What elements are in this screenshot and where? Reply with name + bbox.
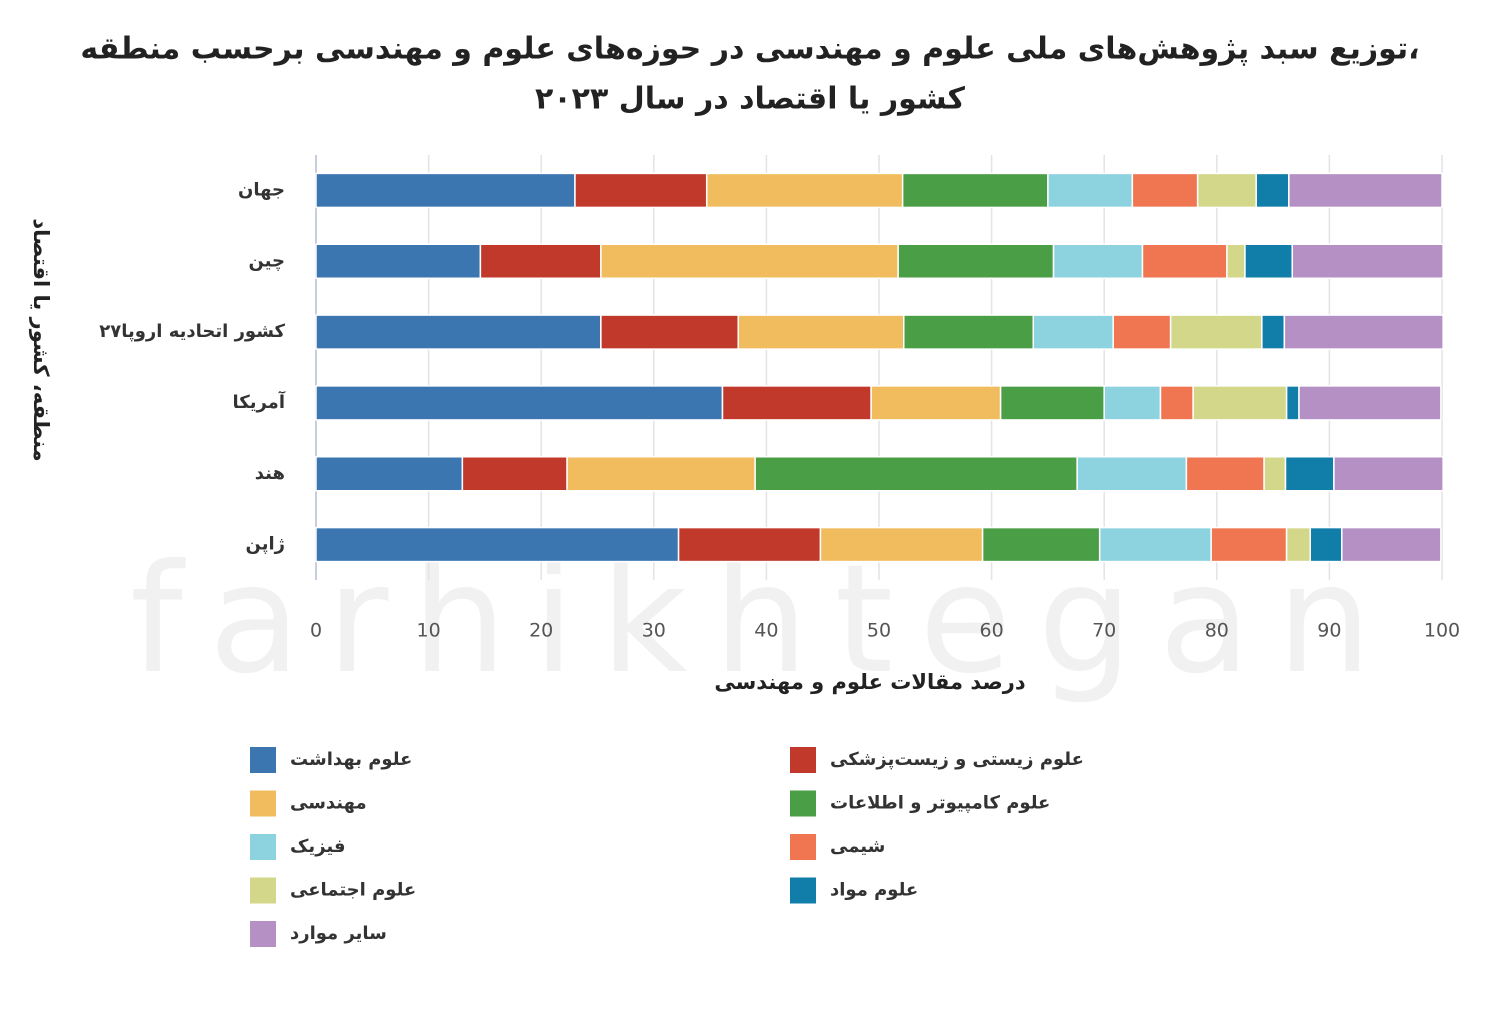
bar-segment: [1131, 172, 1199, 209]
bar-segment: [1052, 243, 1144, 279]
bar-segment: [1112, 314, 1172, 350]
bar-segment: [1285, 526, 1312, 563]
bar-segment: [1210, 526, 1288, 563]
legend-label: علوم اجتماعی: [290, 880, 416, 901]
bar-segment: [1285, 385, 1300, 421]
x-tick-label: 60: [980, 620, 1004, 642]
y-tick-label: چین: [248, 250, 285, 271]
bar-segment: [1185, 456, 1265, 492]
bar-segment: [1261, 314, 1286, 350]
bar-segment: [737, 314, 905, 350]
bar-segment: [479, 243, 602, 279]
y-tick-label: آمریکا: [233, 390, 286, 413]
legend-swatch: [790, 834, 816, 860]
legend-label: مهندسی: [290, 793, 367, 814]
bar-segment: [1196, 172, 1257, 209]
bar-segment: [1244, 243, 1293, 279]
bar-segment: [1333, 456, 1444, 492]
legend-swatch: [250, 834, 276, 860]
bar-segment: [1103, 385, 1162, 421]
x-tick-label: 10: [417, 620, 441, 642]
bar-segment: [1169, 314, 1263, 350]
bar-segment: [566, 456, 756, 492]
x-tick-label: 100: [1424, 620, 1460, 642]
legend-label: علوم کامپیوتر و اطلاعات: [830, 793, 1050, 814]
bar-segment: [1098, 526, 1212, 563]
legend-label: علوم زیستی و زیست‌پزشکی: [830, 749, 1084, 770]
x-tick-label: 40: [754, 620, 778, 642]
chart-title: کشور یا اقتصاد در سال ۲۰۲۳: [535, 82, 965, 117]
bar-segment: [1032, 314, 1114, 350]
bar-segment: [1288, 172, 1443, 209]
bar-segment: [315, 526, 680, 563]
bar-segment: [721, 385, 872, 421]
bar-segment: [1192, 385, 1288, 421]
bar-segment: [1159, 385, 1194, 421]
bar-segment: [315, 456, 464, 492]
bar-segment: [1284, 456, 1335, 492]
y-tick-label: هند: [255, 463, 285, 484]
bar-segment: [600, 314, 739, 350]
bar-segment: [870, 385, 1002, 421]
bar-segment: [1298, 385, 1442, 421]
bar-segment: [315, 172, 576, 209]
x-tick-label: 90: [1317, 620, 1341, 642]
bar-segment: [1341, 526, 1442, 563]
legend-label: علوم مواد: [830, 880, 918, 901]
x-tick-label: 80: [1205, 620, 1229, 642]
bar-segment: [1141, 243, 1228, 279]
legend-swatch: [790, 877, 816, 904]
legend-label: علوم بهداشت: [290, 749, 412, 770]
bar-segment: [1226, 243, 1246, 279]
x-tick-label: 70: [1092, 620, 1116, 642]
bar-segment: [1047, 172, 1134, 209]
bar-segment: [903, 314, 1035, 350]
x-axis-title: درصد مقالات علوم و مهندسی: [714, 670, 1025, 694]
bar-segment: [315, 314, 602, 350]
x-tick-label: 50: [867, 620, 891, 642]
bar-segment: [981, 526, 1101, 563]
legend-label: سایر موارد: [290, 923, 387, 944]
bar-segment: [461, 456, 568, 492]
bar-segment: [600, 243, 899, 279]
bar-segment: [677, 526, 822, 563]
bar-segment: [1291, 243, 1444, 279]
bar-segment: [754, 456, 1078, 492]
bar-segment: [705, 172, 904, 209]
bar-segment: [315, 385, 724, 421]
x-tick-label: 30: [642, 620, 666, 642]
legend-swatch: [250, 921, 276, 947]
bar-segment: [1076, 456, 1188, 492]
bar-segment: [1263, 456, 1287, 492]
legend-label: فیزیک: [290, 836, 346, 857]
legend-label: شیمی: [830, 836, 885, 857]
y-tick-label: جهان: [238, 179, 285, 200]
legend-swatch: [790, 790, 816, 817]
y-axis-title: منطقه، کشور یا اقتصاد: [29, 218, 53, 461]
bar-segment: [999, 385, 1105, 421]
bar-segment: [1309, 526, 1343, 563]
y-tick-label: ۲۷کشور اتحادیه اروپا: [99, 321, 285, 342]
bar-segment: [1255, 172, 1290, 209]
legend-swatch: [250, 790, 276, 817]
bar-segment: [901, 172, 1049, 209]
bar-segment: [1283, 314, 1444, 350]
chart-title: توزیع سبد پژوهش‌های ملی علوم و مهندسی در…: [80, 32, 1419, 67]
legend-swatch: [250, 877, 276, 904]
bar-segment: [819, 526, 984, 563]
legend-swatch: [250, 747, 276, 773]
bar-segment: [897, 243, 1055, 279]
legend-swatch: [790, 747, 816, 773]
x-tick-label: 20: [529, 620, 553, 642]
y-tick-label: ژاپن: [246, 534, 286, 555]
bar-segment: [315, 243, 482, 279]
x-tick-label: 0: [310, 620, 322, 642]
bar-segment: [574, 172, 708, 209]
